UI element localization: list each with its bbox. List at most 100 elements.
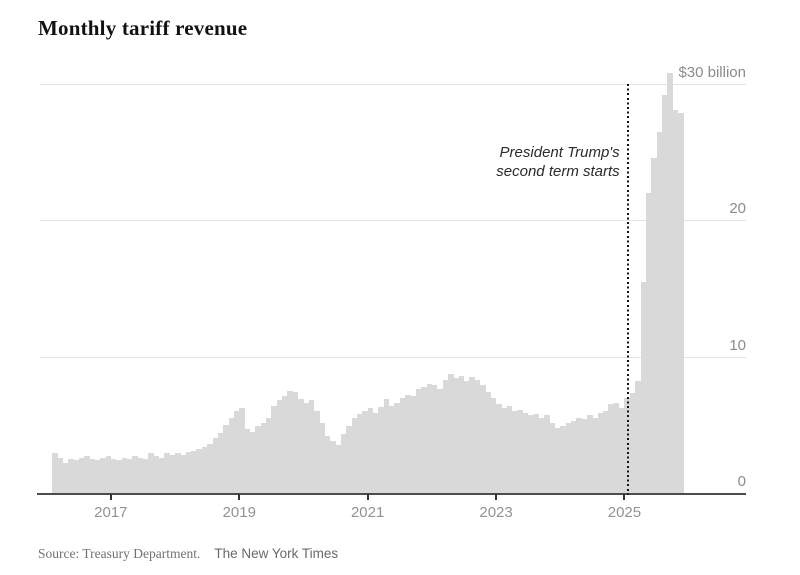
bar [554,427,561,493]
bar [570,420,577,493]
bar [292,392,299,493]
bar [121,457,128,493]
x-tick-2025 [623,494,626,500]
bar [78,457,85,493]
x-axis-label-2017: 2017 [94,504,128,521]
bar [485,392,491,493]
bar [512,411,518,493]
bar [287,390,294,493]
bar [52,453,58,493]
bar [249,431,256,493]
bar [132,456,138,493]
bar [266,418,272,493]
bar [533,413,540,493]
bar [137,457,144,493]
bar [260,423,267,493]
x-tick-2023 [495,494,498,500]
bar [517,409,524,493]
x-tick-2021 [366,494,369,500]
y-axis-label-20: 20 [729,200,746,218]
bar [100,457,106,493]
bar [405,394,411,493]
bar [490,397,497,493]
bar [180,454,187,493]
bar [271,405,277,493]
bar [394,403,401,493]
y-axis-label-10: 10 [729,336,746,354]
bar [538,418,545,493]
bar [619,408,625,493]
bar [116,460,122,493]
bar [196,449,203,493]
bar [110,458,117,493]
bar [308,400,315,493]
bar [164,453,170,493]
bar [560,426,566,493]
bar [587,415,593,493]
bar [415,389,422,493]
bar [431,385,438,493]
bar [68,458,74,493]
bar [169,454,176,493]
bar [217,433,224,493]
source-credit: The New York Times [214,546,339,561]
bar [362,411,368,493]
bar [383,398,390,493]
bar [276,400,283,493]
source-line: Source: Treasury Department. The New York… [38,546,338,562]
bar [201,446,208,493]
bar [629,393,636,493]
bar [212,438,219,493]
source-label: Source: Treasury Department. [38,546,201,561]
bar [576,418,582,493]
bar [324,435,331,493]
bar [581,419,588,493]
bar [159,457,165,493]
x-tick-2019 [238,494,241,500]
trump-second-term-marker-line [626,84,629,495]
bar [506,405,513,493]
x-tick-2017 [109,494,112,500]
bar [677,112,684,493]
bar [94,460,101,493]
bar [314,411,320,493]
bar [148,453,154,493]
x-axis-line [37,492,746,495]
bar [62,463,69,493]
bar [667,73,673,493]
bar [298,398,304,493]
bar [608,404,615,493]
bar [528,415,534,493]
bar [228,418,235,493]
bar [105,456,112,493]
bar [319,423,326,493]
bar [330,441,336,493]
bar [442,379,449,493]
y-axis-label-30: $30 billion [678,64,746,81]
bar [282,396,288,493]
bar [373,412,379,493]
bar [544,415,550,493]
bar [126,458,133,493]
bar [480,385,486,493]
bar [496,404,502,493]
bar [207,443,213,493]
bar [603,411,609,493]
bar [185,452,192,493]
bar [367,408,374,493]
bar [501,408,508,493]
y-axis-label-0: 0 [737,473,746,490]
bar [672,109,679,493]
bar [175,453,181,493]
x-axis-label-2023: 2023 [479,504,513,521]
gridline-10 [40,356,746,358]
bar [378,407,384,493]
bar [410,396,417,493]
bar [597,412,604,493]
bar [661,94,668,493]
bar [463,381,470,493]
gridline-20 [40,220,746,222]
bar [389,405,395,493]
chart-title: Monthly tariff revenue [38,16,248,40]
